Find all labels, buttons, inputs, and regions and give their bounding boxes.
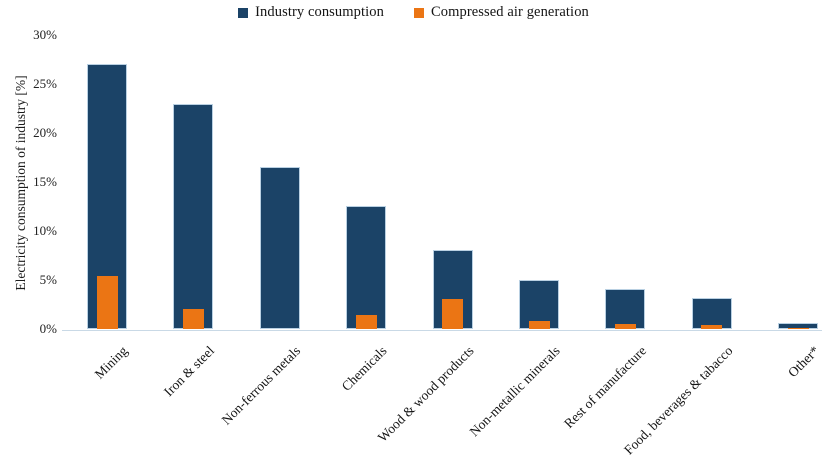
bar-compressed-air-generation <box>787 328 809 329</box>
legend-swatch-icon <box>238 7 249 18</box>
legend-label: Industry consumption <box>255 4 384 20</box>
bar-industry-consumption <box>173 104 214 329</box>
y-axis-tick: 5% <box>39 272 57 287</box>
legend-item-compressed-air-generation: Compressed air generation <box>413 4 589 21</box>
bar-compressed-air-generation <box>355 315 377 329</box>
y-axis-tick: 0% <box>39 321 57 336</box>
legend-item-industry-consumption: Industry consumption <box>238 4 384 21</box>
bar-compressed-air-generation <box>614 324 636 329</box>
y-axis-tick: 20% <box>33 125 57 140</box>
chart-legend: Industry consumption Compressed air gener… <box>0 4 827 21</box>
y-axis-tick: 15% <box>33 174 57 189</box>
y-axis-tick: 10% <box>33 223 57 238</box>
y-axis-tick: 30% <box>33 27 57 42</box>
bar-compressed-air-generation <box>528 321 550 329</box>
bar-compressed-air-generation <box>442 299 464 329</box>
bar-industry-consumption <box>605 289 646 329</box>
bar-industry-consumption <box>259 167 300 329</box>
bar-compressed-air-generation <box>182 309 204 329</box>
bar-compressed-air-generation <box>96 276 118 329</box>
legend-swatch-icon <box>413 7 424 18</box>
y-axis-tick: 25% <box>33 76 57 91</box>
x-axis-line <box>62 330 822 331</box>
bar-industry-consumption <box>346 206 387 329</box>
legend-label: Compressed air generation <box>430 4 589 20</box>
bar-industry-consumption <box>691 298 732 329</box>
bar-compressed-air-generation <box>701 325 723 329</box>
bar-industry-consumption <box>519 280 559 329</box>
